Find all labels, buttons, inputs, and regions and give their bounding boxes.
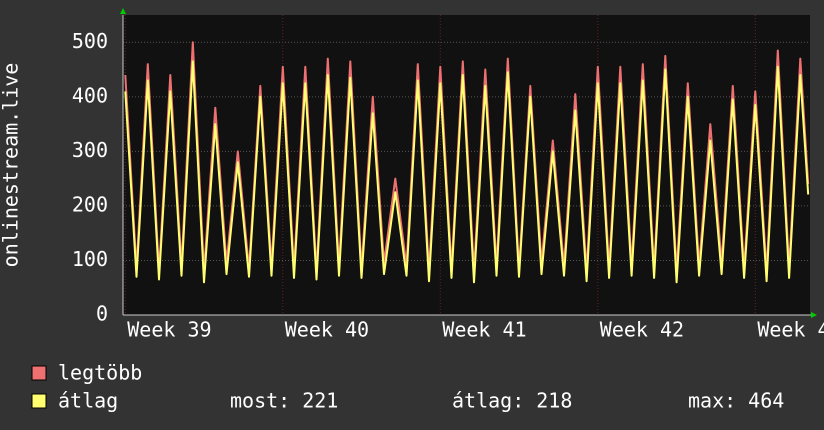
stat-value: 221 (302, 389, 338, 413)
y-tick-label: 0 (96, 302, 108, 326)
x-tick-label: Week 43 (757, 318, 824, 342)
y-tick-label: 100 (72, 247, 108, 271)
y-tick-label: 500 (72, 29, 108, 53)
y-tick-label: 400 (72, 83, 108, 107)
x-tick-label: Week 40 (285, 318, 369, 342)
legend-label: legtöbb (58, 361, 142, 385)
y-tick-label: 300 (72, 138, 108, 162)
stat-label: átlag: (452, 389, 524, 413)
legend-swatch (31, 365, 47, 381)
y-axis-label: onlinestream.live (0, 63, 23, 268)
stat-label: most: (230, 389, 290, 413)
x-tick-label: Week 39 (127, 318, 211, 342)
lines (124, 41, 810, 284)
stat-value: 218 (536, 389, 572, 413)
axis-arrow (120, 8, 126, 14)
x-tick-label: Week 41 (442, 318, 526, 342)
y-tick-label: 200 (72, 192, 108, 216)
legend-swatch (31, 393, 47, 409)
legend-label: átlag (58, 389, 118, 413)
stat-value: 464 (748, 389, 784, 413)
axis-arrow (811, 312, 817, 318)
series-line (124, 60, 810, 284)
stat-label: max: (688, 389, 736, 413)
x-tick-label: Week 42 (600, 318, 684, 342)
